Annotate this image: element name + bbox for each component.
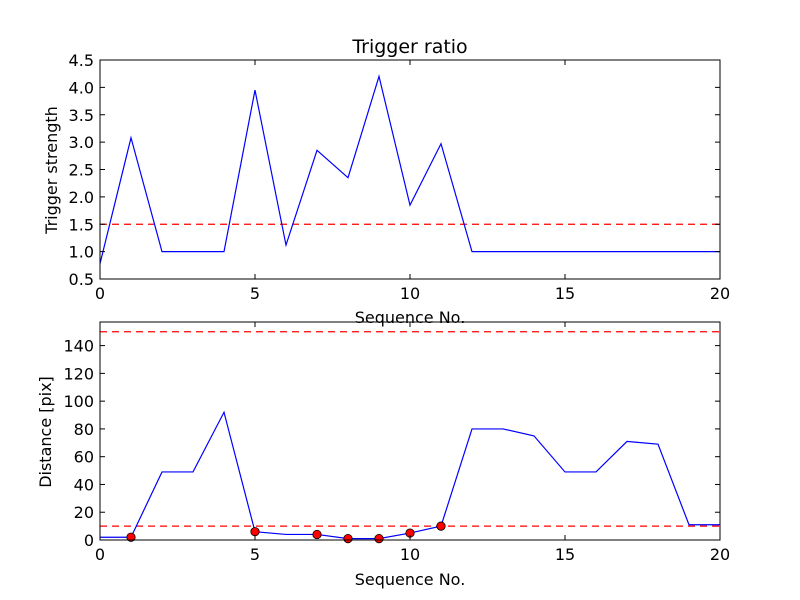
y-tick-label: 40 [74, 475, 94, 494]
x-tick-label: 0 [95, 545, 105, 564]
y-tick-label: 4.5 [69, 51, 94, 70]
y-tick-label: 3.5 [69, 106, 94, 125]
y-tick-label: 3.0 [69, 133, 94, 152]
y-tick-label: 0.5 [69, 270, 94, 289]
distance-subplot: Distance [pix] Sequence No. 0 5 10 15 20 0 20 4… [36, 321, 730, 589]
y-tick-label: 20 [74, 503, 94, 522]
data-point-marker [374, 534, 384, 544]
y-tick-label: 120 [63, 364, 94, 383]
y-tick-label: 60 [74, 448, 94, 467]
series-line [100, 410, 720, 540]
data-point-marker [312, 529, 322, 540]
axes-frame [99, 321, 721, 541]
trigger-ratio-subplot: Trigger ratio Trigger strength Sequence … [42, 36, 730, 327]
y-tick-label: 2.0 [69, 188, 94, 207]
y-tick-label: 0 [84, 531, 94, 550]
y-tick-label: 1.0 [69, 243, 94, 262]
y-tick-label: 2.5 [69, 161, 94, 180]
x-tick-label: 5 [250, 545, 260, 564]
axes-frame [99, 59, 721, 280]
data-point-marker [126, 532, 136, 542]
x-tick-label: 10 [400, 545, 420, 564]
series-line [100, 74, 720, 264]
x-tick-label: 10 [400, 284, 420, 303]
y-tick-label: 100 [63, 392, 94, 411]
data-point-marker [250, 527, 260, 537]
x-tick-label: 20 [710, 545, 730, 564]
x-tick-label: 15 [555, 284, 575, 303]
x-tick-label: 20 [710, 284, 730, 303]
x-tick-label: 5 [250, 284, 260, 303]
y-axis-label: Distance [pix] [36, 376, 55, 488]
x-axis-label: Sequence No. [355, 570, 466, 589]
data-point-marker [436, 521, 446, 531]
x-tick-label: 0 [95, 284, 105, 303]
y-tick-label: 140 [63, 337, 94, 356]
chart-title: Trigger ratio [351, 36, 467, 58]
y-tick-label: 4.0 [69, 78, 94, 97]
y-tick-label: 1.5 [69, 215, 94, 234]
y-tick-label: 80 [74, 420, 94, 439]
x-tick-label: 15 [555, 545, 575, 564]
data-point-marker [343, 534, 353, 544]
y-axis-label: Trigger strength [42, 106, 61, 235]
